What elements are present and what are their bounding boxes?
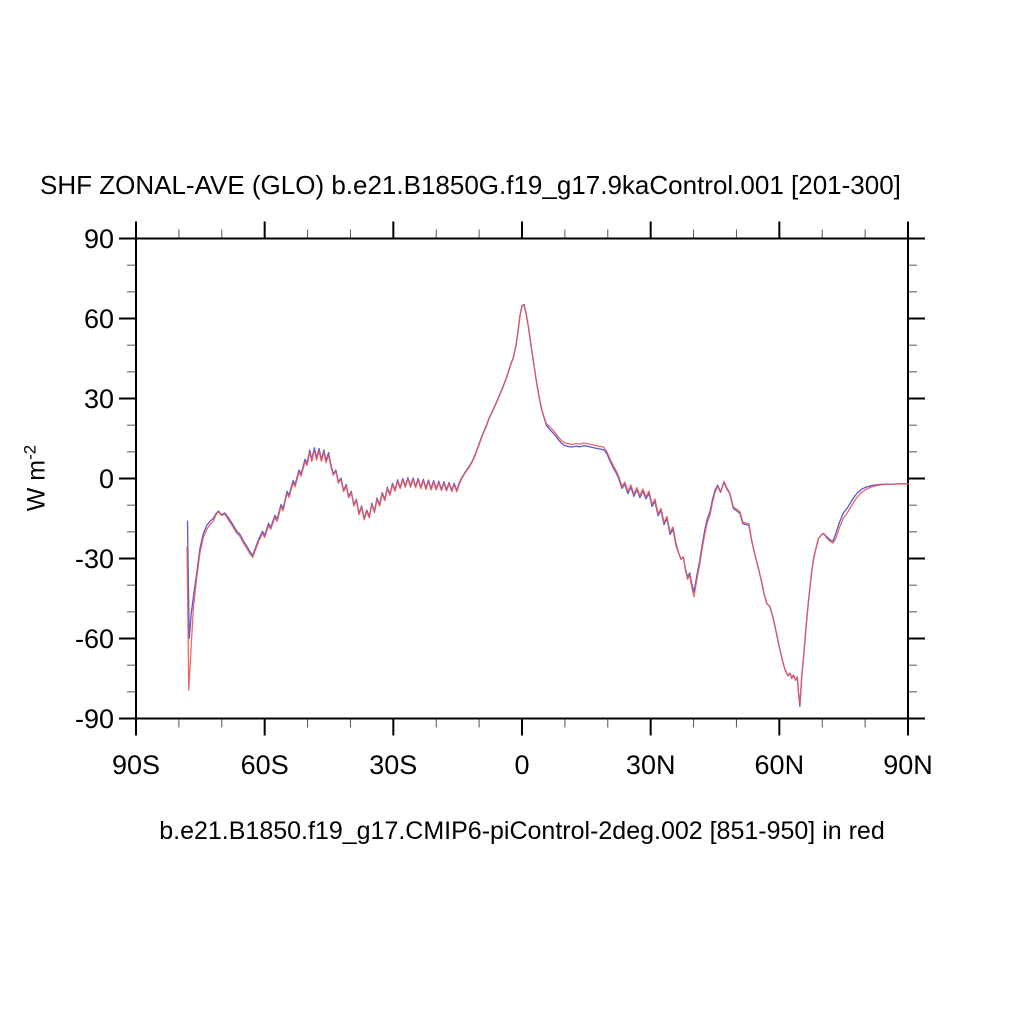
axis-frame [135,237,909,720]
y-tick-label-m90: -90 [74,703,114,734]
x-tick-label-90N: 90N [883,750,933,780]
chart-subtitle: b.e21.B1850.f19_g17.CMIP6-piControl-2deg… [159,817,885,845]
y-tick-label-m60: -60 [74,623,114,654]
x-tick-label-30N: 30N [625,750,676,780]
red-series-line [186,304,909,705]
x-tick-label-30S: 30S [369,750,418,780]
x-tick-label-90S: 90S [111,750,161,780]
x-tick-label-60N: 60N [754,750,805,780]
y-tick-label-30: 30 [83,383,114,414]
y-tick-label-0: 0 [98,463,114,494]
x-tick-label-60S: 60S [240,750,289,780]
chart-title: SHF ZONAL-AVE (GLO) b.e21.B1850G.f19_g17… [40,170,901,200]
y-tick-label-m30: -30 [74,543,114,574]
y-axis-label-exponent: -2 [20,444,40,460]
y-tick-label-60: 60 [83,303,114,334]
blue-series-line [186,303,909,708]
x-tick-label-0: 0 [514,750,530,780]
y-tick-label-90: 90 [83,223,114,254]
